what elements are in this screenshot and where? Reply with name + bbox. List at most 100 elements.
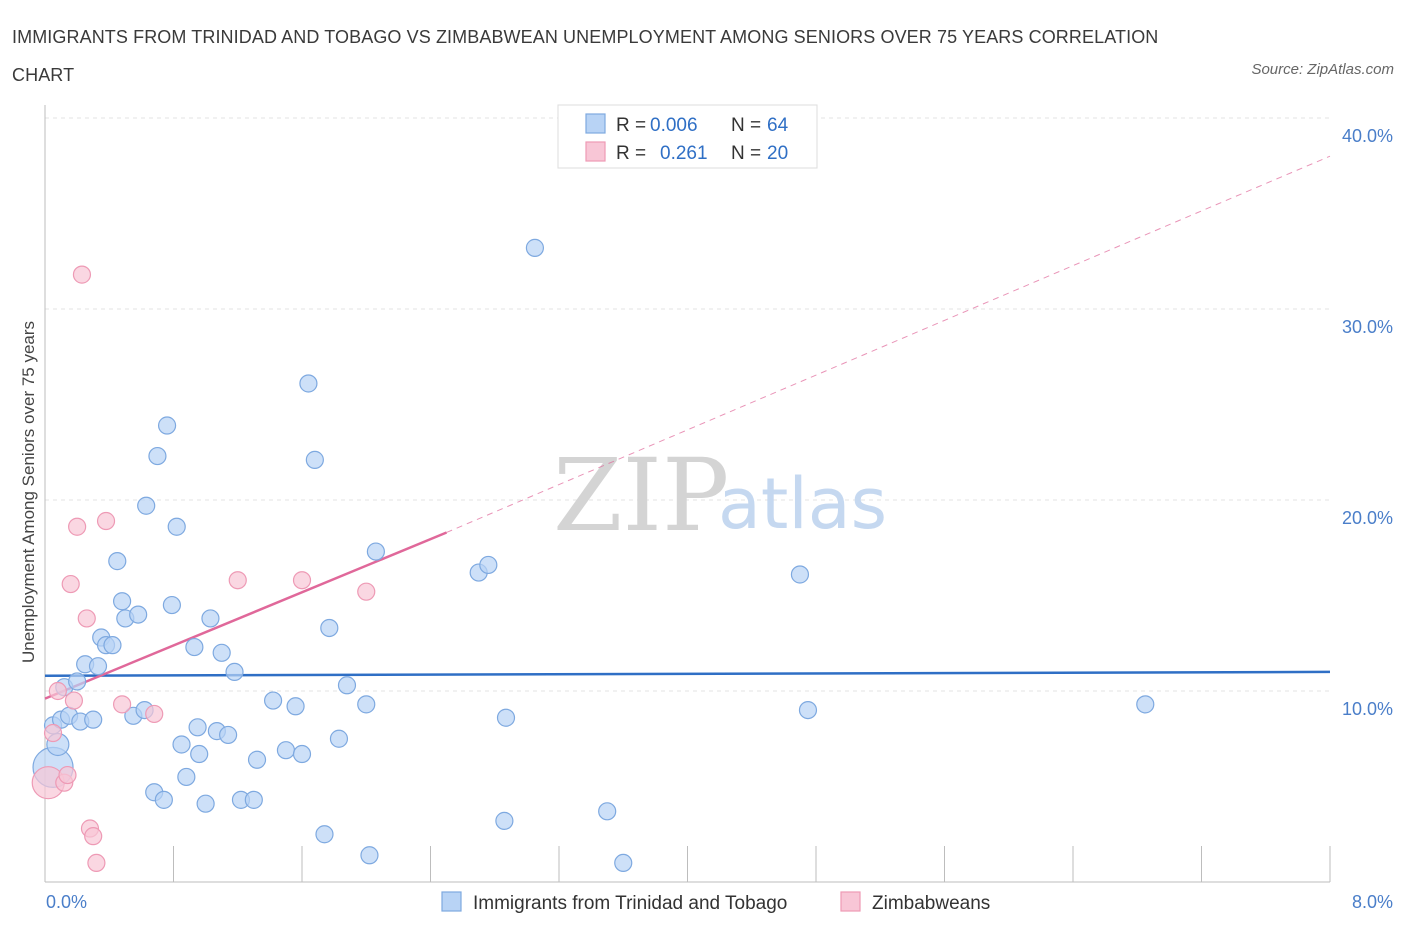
point-blue	[305, 450, 324, 469]
chart-title: IMMIGRANTS FROM TRINIDAD AND TOBAGO VS Z…	[12, 27, 1159, 85]
legend-n-value-pink: 20	[767, 143, 788, 164]
point-blue	[219, 725, 238, 745]
point-pink	[84, 827, 103, 846]
point-pink	[58, 765, 77, 785]
point-pink	[292, 571, 312, 590]
point-blue	[263, 691, 283, 710]
legend-swatch-pink	[585, 141, 606, 162]
legend-top: R = 0.006 N = 64 R = 0.261 N = 20	[557, 104, 818, 169]
y-tick-label: 40.0%	[1342, 126, 1393, 146]
point-blue	[1136, 695, 1155, 714]
legend-bottom-swatch-pink	[840, 891, 861, 912]
point-blue	[108, 552, 127, 571]
point-blue	[244, 790, 263, 809]
point-blue	[137, 496, 156, 515]
point-pink	[112, 695, 132, 714]
point-blue	[154, 790, 173, 809]
point-blue	[496, 708, 516, 727]
point-blue	[299, 374, 318, 393]
x-tick-label: 8.0%	[1352, 892, 1393, 912]
point-pink	[43, 723, 63, 743]
point-pink	[228, 571, 247, 590]
point-blue	[185, 637, 204, 657]
point-blue	[84, 710, 103, 729]
legend-bottom: Immigrants from Trinidad and Tobago Zimb…	[441, 891, 990, 914]
point-blue	[157, 416, 177, 435]
point-blue	[329, 729, 349, 748]
point-blue	[112, 592, 132, 611]
point-blue	[366, 542, 385, 561]
point-pink	[145, 704, 164, 724]
point-blue	[320, 618, 339, 638]
point-blue	[286, 697, 305, 716]
legend-bottom-label-blue: Immigrants from Trinidad and Tobago	[473, 893, 787, 914]
point-blue	[212, 643, 231, 662]
point-pink	[77, 609, 96, 628]
source-credit: Source: ZipAtlas.com	[1251, 61, 1394, 78]
point-blue	[225, 662, 244, 682]
point-blue	[337, 676, 357, 695]
y-tick-label: 30.0%	[1342, 317, 1393, 337]
grid-lines	[45, 117, 1330, 692]
y-tick-labels: 10.0% 20.0% 30.0% 40.0%	[1342, 126, 1393, 719]
legend-bottom-swatch-blue	[441, 891, 462, 912]
point-blue	[292, 744, 312, 764]
legend-r-value-pink: 0.261	[660, 143, 708, 164]
data-points	[31, 238, 1155, 873]
legend-bottom-label-pink: Zimbabweans	[872, 893, 990, 914]
point-pink	[48, 681, 67, 701]
trend-line-pink	[44, 531, 448, 700]
point-pink	[72, 265, 92, 284]
point-blue	[598, 802, 617, 821]
trend-lines	[44, 155, 1331, 700]
y-axis-label: Unemployment Among Seniors over 75 years	[19, 321, 38, 663]
watermark: ZIP atlas	[553, 437, 887, 554]
point-blue	[196, 794, 215, 813]
point-blue	[68, 672, 87, 691]
legend-r-value-blue: 0.006	[650, 115, 698, 136]
legend-r-label-pink: R =	[616, 143, 646, 164]
trend-line-pink-dashed	[446, 155, 1331, 533]
legend-n-label-pink: N =	[731, 143, 761, 164]
point-blue	[148, 446, 167, 466]
y-tick-label: 10.0%	[1342, 699, 1393, 719]
point-blue	[276, 741, 296, 760]
legend-n-value-blue: 64	[767, 115, 789, 136]
point-blue	[188, 718, 207, 737]
point-blue	[790, 565, 810, 584]
point-blue	[172, 735, 191, 754]
point-blue	[177, 767, 196, 787]
point-blue	[495, 811, 514, 830]
watermark-zip: ZIP	[553, 437, 729, 554]
point-pink	[64, 691, 84, 710]
point-pink	[96, 511, 116, 531]
legend-r-label-blue: R =	[616, 115, 646, 136]
point-blue	[798, 700, 818, 720]
x-tick-labels: 0.0% 8.0%	[46, 892, 1393, 912]
point-blue	[357, 695, 376, 714]
point-pink	[357, 582, 376, 601]
point-blue	[201, 609, 220, 628]
point-pink	[87, 853, 106, 873]
point-pink	[61, 574, 80, 594]
y-tick-label: 20.0%	[1342, 508, 1393, 528]
point-blue	[614, 853, 633, 873]
legend-swatch-blue	[585, 113, 606, 134]
point-blue	[360, 846, 379, 865]
trend-line-blue	[44, 670, 1331, 677]
x-tick-label: 0.0%	[46, 892, 87, 912]
axes	[44, 105, 1331, 883]
point-blue	[525, 238, 545, 257]
point-blue	[103, 636, 122, 655]
legend-n-label-blue: N =	[731, 115, 761, 136]
point-blue	[247, 750, 267, 769]
point-blue	[129, 605, 148, 624]
point-pink	[68, 517, 87, 536]
point-blue	[162, 595, 181, 615]
watermark-atlas: atlas	[718, 463, 887, 545]
point-blue	[479, 555, 498, 575]
point-blue	[88, 657, 108, 676]
point-blue	[315, 825, 334, 844]
point-blue	[190, 744, 209, 764]
